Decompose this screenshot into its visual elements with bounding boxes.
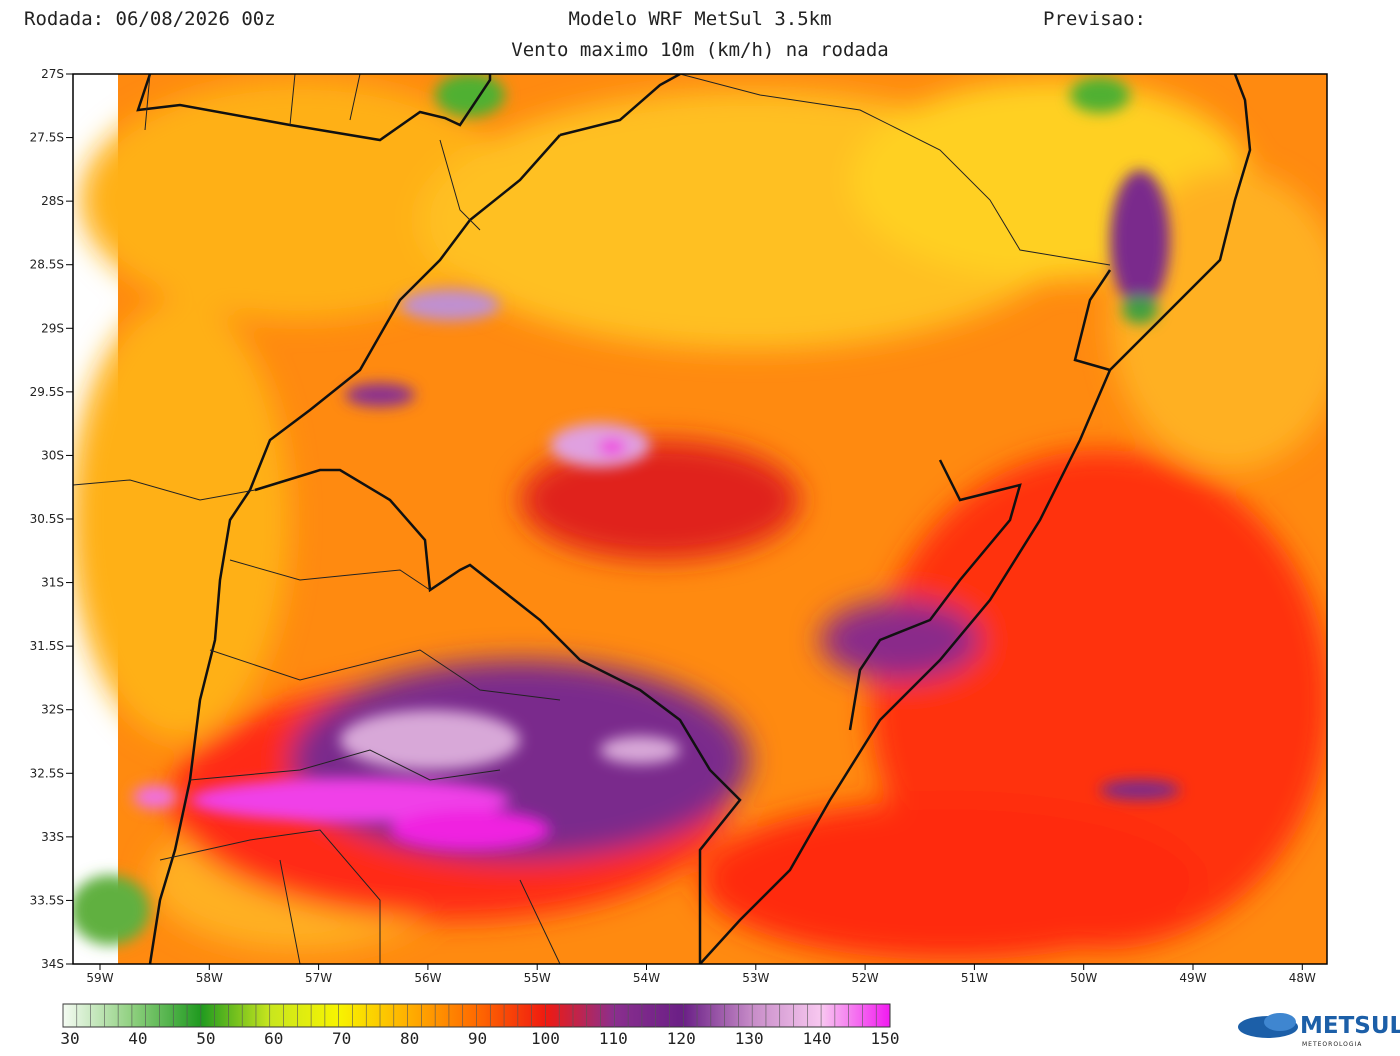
colorbar-label: 90 bbox=[468, 1029, 487, 1048]
lon-label: 48W bbox=[1289, 971, 1316, 985]
logo: METSUL METEOROLOGIA bbox=[1238, 1013, 1400, 1048]
lon-label: 49W bbox=[1179, 971, 1206, 985]
lat-label: 29S bbox=[41, 321, 64, 335]
colorbar-label: 120 bbox=[667, 1029, 696, 1048]
lon-label: 53W bbox=[742, 971, 769, 985]
wind-field bbox=[73, 74, 1327, 964]
lat-label: 28S bbox=[41, 194, 64, 208]
lon-label: 52W bbox=[852, 971, 879, 985]
logo-name: METSUL bbox=[1300, 1013, 1400, 1039]
lat-label: 34S bbox=[41, 957, 64, 971]
lon-label: 50W bbox=[1070, 971, 1097, 985]
run-label: Rodada: 06/08/2026 00z bbox=[24, 8, 276, 30]
lat-label: 32S bbox=[41, 703, 64, 717]
lat-label: 30S bbox=[41, 448, 64, 462]
lon-label: 59W bbox=[86, 971, 113, 985]
lat-label: 31.5S bbox=[30, 639, 64, 653]
forecast-label: Previsao: bbox=[1043, 8, 1146, 30]
colorbar-label: 80 bbox=[400, 1029, 419, 1048]
lat-axis: 27S 27.5S 28S 28.5S 29S 29.5S 30S 30.5S 31S 31.5S… bbox=[30, 67, 73, 971]
lon-label: 54W bbox=[633, 971, 660, 985]
subtitle: Vento maximo 10m (km/h) na rodada bbox=[511, 39, 889, 61]
colorbar-label: 100 bbox=[531, 1029, 560, 1048]
lat-label: 33S bbox=[41, 830, 64, 844]
lat-label: 27.5S bbox=[30, 131, 64, 145]
lon-label: 51W bbox=[961, 971, 988, 985]
colorbar-label: 30 bbox=[60, 1029, 79, 1048]
lon-label: 58W bbox=[196, 971, 223, 985]
colorbar-label: 130 bbox=[735, 1029, 764, 1048]
lat-label: 31S bbox=[41, 576, 64, 590]
lon-axis: 59W 58W 57W 56W 55W 54W 53W 52W 51W 50W 49W 48W bbox=[86, 964, 1316, 985]
lon-label: 55W bbox=[524, 971, 551, 985]
lon-label: 57W bbox=[305, 971, 332, 985]
colorbar-label: 70 bbox=[332, 1029, 351, 1048]
lat-label: 32.5S bbox=[30, 766, 64, 780]
colorbar-label: 60 bbox=[264, 1029, 283, 1048]
colorbar-label: 150 bbox=[871, 1029, 900, 1048]
colorbar-ticks: 30 40 50 60 70 80 90 100 110 120 130 140 150 bbox=[60, 1004, 899, 1048]
lon-label: 56W bbox=[414, 971, 441, 985]
lat-label: 30.5S bbox=[30, 512, 64, 526]
colorbar-label: 140 bbox=[803, 1029, 832, 1048]
colorbar-label: 50 bbox=[196, 1029, 215, 1048]
logo-tagline: METEOROLOGIA bbox=[1302, 1041, 1362, 1048]
lat-label: 27S bbox=[41, 67, 64, 81]
colorbar-label: 40 bbox=[128, 1029, 147, 1048]
lat-label: 29.5S bbox=[30, 385, 64, 399]
lat-label: 33.5S bbox=[30, 893, 64, 907]
model-label: Modelo WRF MetSul 3.5km bbox=[568, 8, 831, 30]
lat-label: 28.5S bbox=[30, 258, 64, 272]
colorbar-label: 110 bbox=[599, 1029, 628, 1048]
